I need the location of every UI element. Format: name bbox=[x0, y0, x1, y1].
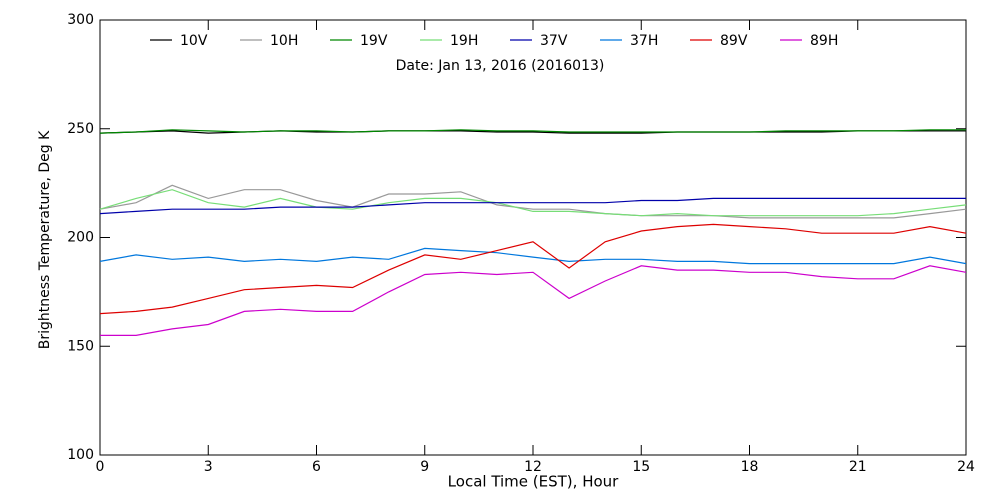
x-tick-label: 24 bbox=[957, 459, 975, 475]
data-line bbox=[99, 129, 966, 134]
legend-label: 89H bbox=[810, 33, 838, 49]
plot-frame bbox=[99, 19, 967, 456]
legend-label: 37H bbox=[630, 33, 658, 49]
x-tick-label: 12 bbox=[524, 459, 542, 475]
y-tick-label: 100 bbox=[67, 447, 94, 463]
data-line bbox=[99, 223, 967, 315]
y-tick-label: 150 bbox=[67, 338, 94, 354]
x-tick-label: 9 bbox=[420, 459, 429, 475]
legend-label: 19H bbox=[450, 33, 478, 49]
data-line bbox=[99, 247, 967, 265]
y-tick-label: 300 bbox=[67, 12, 94, 28]
x-tick-label: 6 bbox=[312, 459, 321, 475]
legend-label: 37V bbox=[540, 33, 568, 49]
legend-label: 10H bbox=[270, 33, 298, 49]
data-line bbox=[99, 197, 966, 215]
x-tick-label: 18 bbox=[741, 459, 759, 475]
y-tick-label: 250 bbox=[67, 121, 94, 137]
data-line bbox=[100, 265, 967, 336]
x-tick-label: 15 bbox=[632, 459, 650, 475]
legend-label: 19V bbox=[360, 33, 388, 49]
data-line bbox=[99, 189, 967, 217]
legend-label: 89V bbox=[720, 33, 748, 49]
x-axis-label: Local Time (EST), Hour bbox=[448, 473, 619, 491]
chart-subtitle: Date: Jan 13, 2016 (2016013) bbox=[396, 58, 605, 74]
x-tick-label: 0 bbox=[96, 459, 105, 475]
x-tick-label: 21 bbox=[849, 459, 867, 475]
data-line bbox=[99, 184, 967, 219]
legend-label: 10V bbox=[180, 33, 208, 49]
y-axis-label: Brightness Temperature, Deg K bbox=[37, 130, 53, 349]
x-tick-label: 3 bbox=[204, 459, 213, 475]
y-tick-label: 200 bbox=[67, 230, 94, 246]
